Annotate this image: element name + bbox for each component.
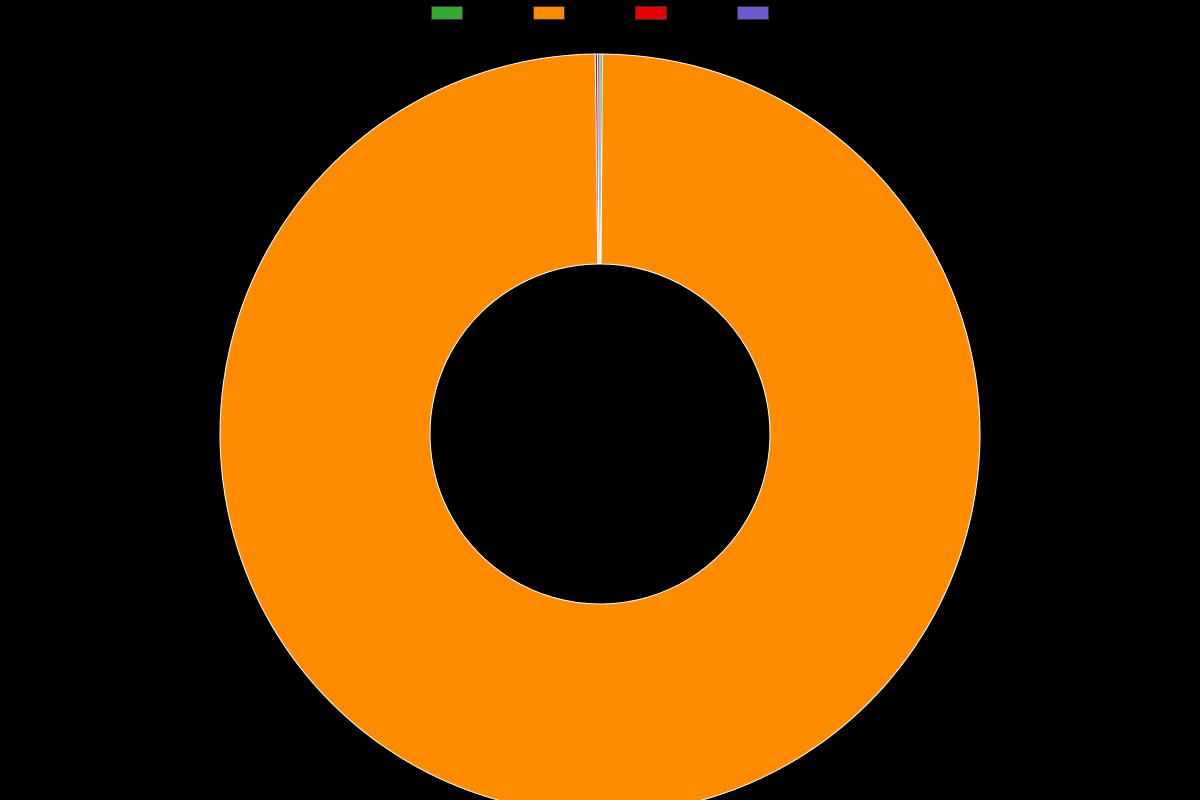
donut-chart-container: [0, 24, 1200, 800]
legend-swatch-2: [635, 6, 667, 20]
legend-item-1: [533, 6, 565, 20]
legend: [0, 0, 1200, 20]
legend-swatch-0: [431, 6, 463, 20]
legend-item-3: [737, 6, 769, 20]
legend-swatch-1: [533, 6, 565, 20]
donut-chart: [0, 24, 1200, 800]
legend-item-0: [431, 6, 463, 20]
legend-swatch-3: [737, 6, 769, 20]
legend-item-2: [635, 6, 667, 20]
